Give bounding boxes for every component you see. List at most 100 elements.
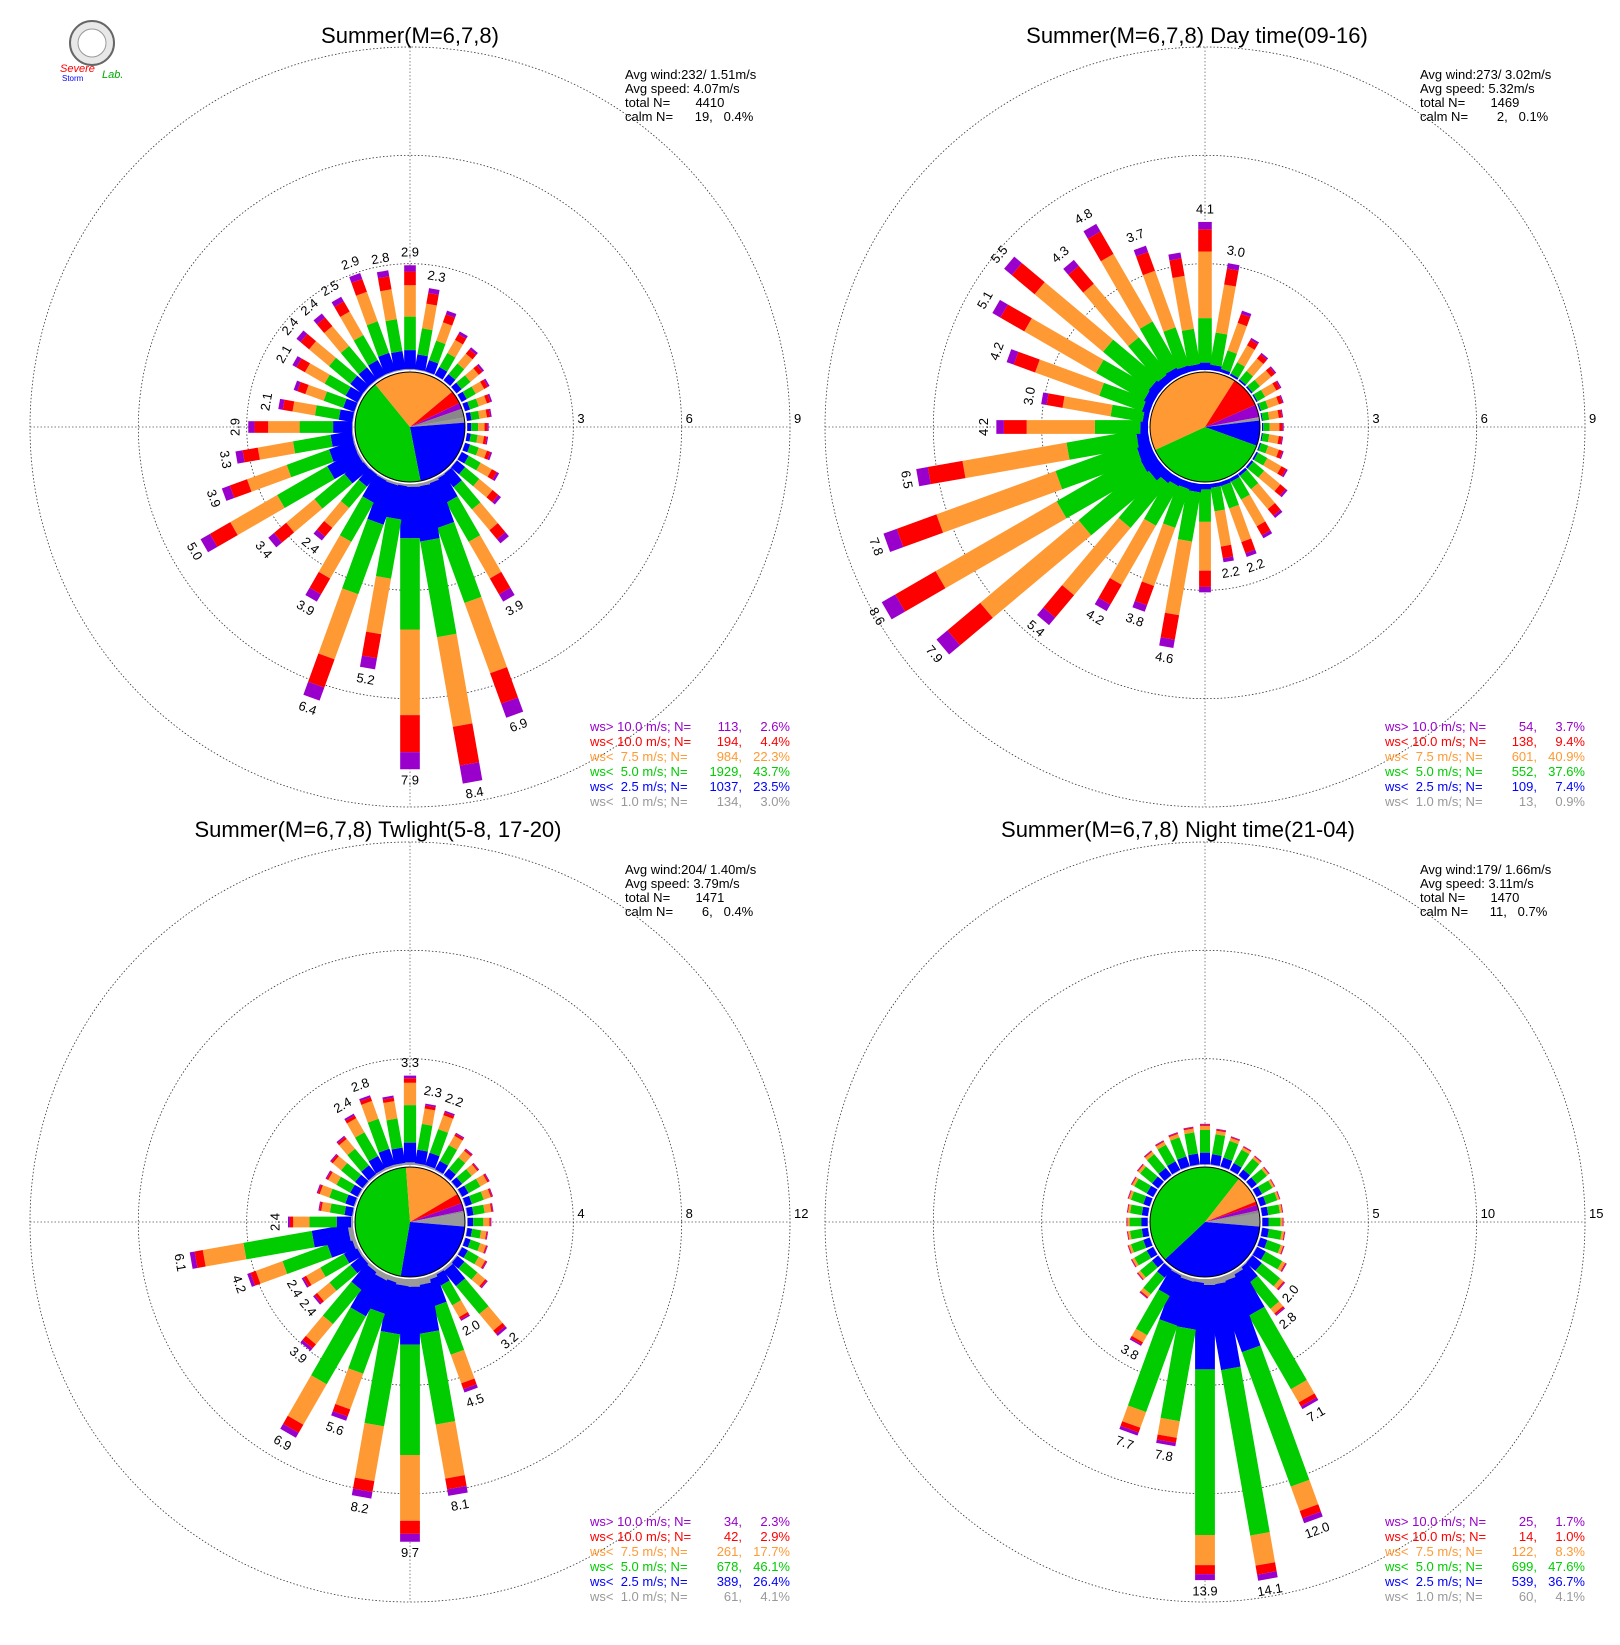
bar-segment <box>1094 235 1107 258</box>
bar-segment <box>1241 348 1251 365</box>
legend-label: ws< 2.5 m/s; N= <box>1384 779 1483 794</box>
ring-label: 6 <box>1481 411 1488 426</box>
bar-segment <box>373 1159 380 1171</box>
bar-label: 2.9 <box>339 253 361 273</box>
bar-segment <box>1260 447 1267 450</box>
bar-label: 7.7 <box>1114 1432 1136 1452</box>
bar-segment <box>1275 1305 1279 1310</box>
stats-line: Avg wind:232/ 1.51m/s <box>625 67 757 82</box>
bar-segment <box>1234 507 1246 541</box>
bar-segment <box>321 1190 331 1193</box>
legend-percent: 36.7% <box>1548 1574 1585 1589</box>
legend-label: ws< 7.5 m/s; N= <box>589 749 688 764</box>
legend-label: ws< 7.5 m/s; N= <box>589 1544 688 1559</box>
legend-label: ws< 5.0 m/s; N= <box>589 764 688 779</box>
bar-segment <box>464 1242 469 1244</box>
bar-segment <box>1234 476 1236 479</box>
bar-segment <box>470 438 477 439</box>
bar-segment <box>420 483 421 486</box>
legend-count: 60, <box>1519 1589 1537 1604</box>
stats-line: total N= 4410 <box>625 95 724 110</box>
bar-segment <box>1250 361 1260 373</box>
bar-segment <box>311 591 315 598</box>
bar-segment <box>943 638 954 647</box>
legend-count: 25, <box>1519 1514 1537 1529</box>
bar-segment <box>318 533 321 537</box>
bar-label: 2.2 <box>1244 555 1266 575</box>
bar-segment <box>1184 1276 1185 1279</box>
legend-label: ws< 2.5 m/s; N= <box>589 1574 688 1589</box>
bar-segment <box>379 1271 382 1276</box>
bar-segment <box>1215 366 1216 371</box>
bar-segment <box>1262 1232 1269 1233</box>
bar-segment <box>1257 374 1268 383</box>
bar-segment <box>1154 384 1162 390</box>
bar-segment <box>365 1099 366 1103</box>
panel-title: Summer(M=6,7,8) Night time(21-04) <box>1001 817 1355 842</box>
bar-segment <box>475 1167 476 1168</box>
bar-segment <box>1224 481 1225 485</box>
bar-segment <box>1276 1195 1278 1196</box>
bar-label: 2.9 <box>228 418 243 436</box>
bar-segment <box>331 447 355 456</box>
legend-label: ws> 10.0 m/s; N= <box>1384 1514 1486 1529</box>
bar-segment <box>460 456 467 460</box>
bar-segment <box>1183 481 1185 487</box>
bar-segment <box>390 481 391 483</box>
bar-segment <box>1090 228 1094 236</box>
bar-segment <box>1278 399 1282 400</box>
bar-segment <box>347 1251 359 1258</box>
bar-segment <box>389 1102 392 1119</box>
bar-segment <box>1262 416 1268 417</box>
bar-segment <box>473 600 499 670</box>
bar-segment <box>918 476 930 478</box>
stats-line: calm N= 19, 0.4% <box>625 109 754 124</box>
bar-segment <box>482 1193 489 1196</box>
bar-segment <box>448 316 451 324</box>
bar-segment <box>430 540 447 636</box>
bar-label: 6.1 <box>171 1252 189 1272</box>
bar-segment <box>325 396 345 403</box>
legend-label: ws< 7.5 m/s; N= <box>1384 1544 1483 1559</box>
bar-label: 6.5 <box>898 469 916 489</box>
bar-label: 6.9 <box>507 715 529 735</box>
bar-segment <box>467 1232 472 1233</box>
bar-segment <box>341 1140 343 1142</box>
bar-segment <box>1171 1164 1176 1172</box>
bar-segment <box>1163 377 1168 383</box>
bar-segment <box>1280 1265 1283 1267</box>
bar-label: 8.6 <box>866 605 888 628</box>
bar-segment <box>304 338 313 345</box>
bar-segment <box>1136 1254 1148 1261</box>
bar-segment <box>1155 1259 1161 1264</box>
bar-segment <box>480 1234 485 1235</box>
bar-segment <box>1259 1200 1265 1202</box>
bar-segment <box>470 1387 471 1390</box>
bar-segment <box>464 406 469 408</box>
bar-segment <box>1269 414 1279 416</box>
bar-segment <box>306 1280 309 1282</box>
bar-segment <box>1064 402 1112 410</box>
bar-segment <box>1255 1190 1260 1193</box>
bar-segment <box>448 1114 449 1117</box>
bar-segment <box>1260 357 1263 361</box>
bar-segment <box>1242 382 1243 383</box>
bar-segment <box>1142 1211 1148 1212</box>
bar-segment <box>439 1273 445 1283</box>
bar-segment <box>358 1178 365 1184</box>
bar-segment <box>430 1106 431 1109</box>
bar-segment <box>322 1206 331 1208</box>
bar-segment <box>372 323 383 354</box>
bar-segment <box>362 1490 363 1497</box>
bar-segment <box>1193 1154 1195 1165</box>
bar-segment <box>1017 269 1040 288</box>
bar-segment <box>1251 342 1254 348</box>
bar-segment <box>339 304 345 314</box>
bar-segment <box>1174 1136 1175 1139</box>
bar-segment <box>475 1276 483 1283</box>
bar-segment <box>279 404 283 405</box>
bar-segment <box>1259 1242 1266 1244</box>
legend-percent: 22.3% <box>753 749 790 764</box>
bar-segment <box>1246 540 1250 551</box>
